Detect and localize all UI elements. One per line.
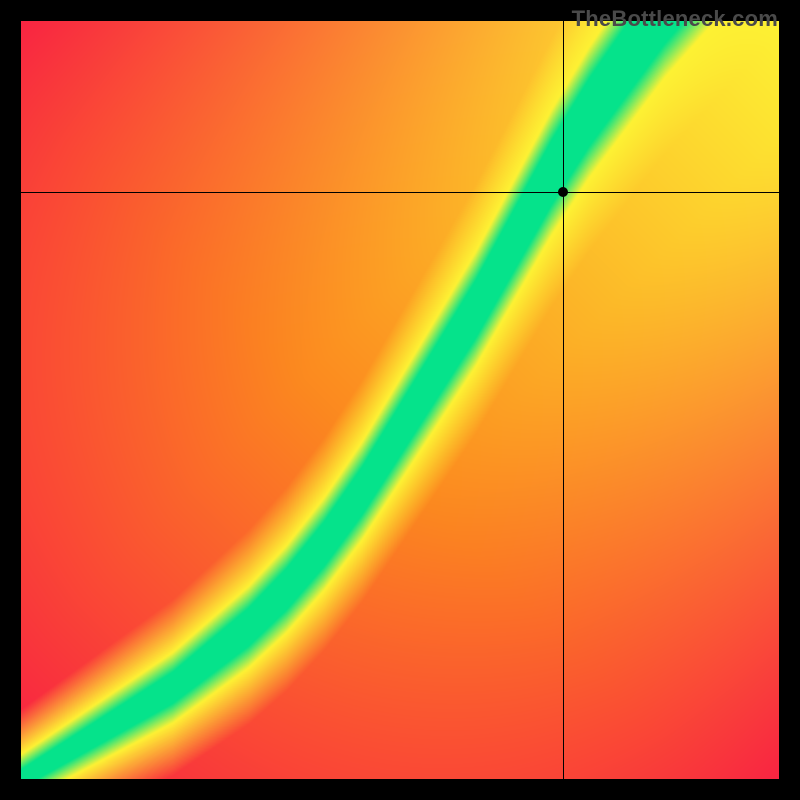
crosshair-marker: [558, 187, 568, 197]
heatmap-plot: [21, 21, 779, 779]
chart-container: TheBottleneck.com: [0, 0, 800, 800]
crosshair-vertical: [563, 0, 564, 800]
crosshair-horizontal: [0, 192, 800, 193]
watermark-text: TheBottleneck.com: [572, 6, 778, 32]
heatmap-canvas: [21, 21, 779, 779]
